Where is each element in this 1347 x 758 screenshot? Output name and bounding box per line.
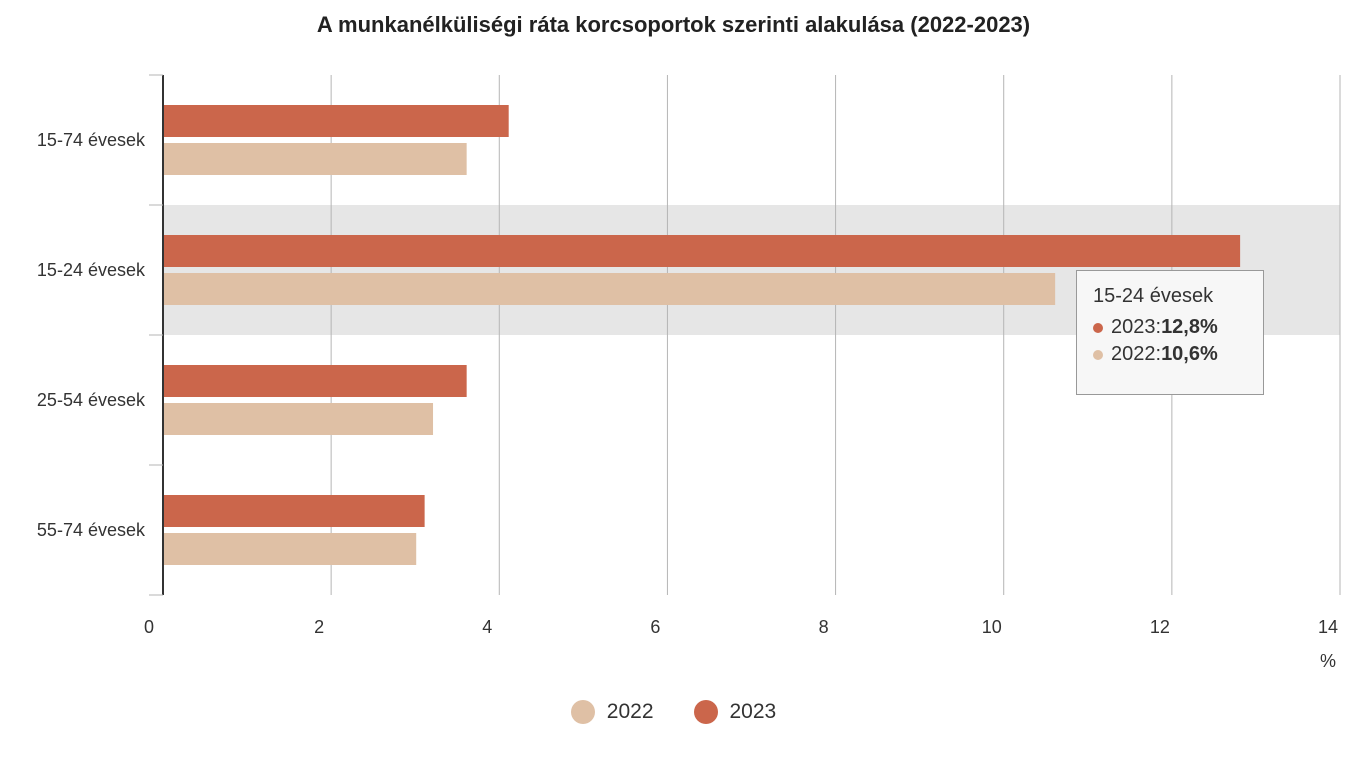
tooltip-sep-2023: : [1155, 316, 1162, 338]
bar-2023-4[interactable] [164, 495, 425, 527]
tooltip: 15-24 évesek 2023: 12,8% 2022: 10,6% [1076, 270, 1264, 395]
bar-2022-2[interactable] [164, 273, 1056, 305]
y-category-label: 15-74 évesek [37, 130, 146, 150]
bar-2023-2[interactable] [164, 235, 1241, 267]
x-tick-label: 14 [1318, 617, 1338, 637]
tooltip-row-2023: 2023: 12,8% [1093, 316, 1247, 339]
tooltip-label-2022: 2022 [1111, 343, 1156, 365]
bar-2023-1[interactable] [164, 105, 509, 137]
tooltip-dot-2022 [1093, 349, 1103, 360]
tooltip-label-2023: 2023 [1111, 316, 1156, 338]
x-tick-label: 2 [314, 617, 324, 637]
x-tick-label: 8 [819, 617, 829, 637]
x-tick-label: 4 [482, 617, 492, 637]
legend-dot-2022 [570, 700, 595, 724]
bar-2023-3[interactable] [164, 365, 467, 397]
x-tick-label: 10 [982, 617, 1002, 637]
bar-2022-3[interactable] [164, 403, 434, 435]
legend-item-2022[interactable]: 2022 [570, 700, 654, 724]
legend-label-2023: 2023 [729, 700, 777, 723]
x-tick-label: 6 [650, 617, 660, 637]
y-category-label: 25-54 évesek [37, 390, 146, 410]
y-category-label: 55-74 évesek [37, 520, 146, 540]
tooltip-dot-2023 [1093, 322, 1103, 333]
legend-label-2022: 2022 [606, 700, 654, 723]
y-category-label: 15-24 évesek [37, 260, 146, 280]
legend-dot-2023 [693, 700, 718, 724]
bar-2022-4[interactable] [164, 533, 417, 565]
chart-title: A munkanélküliségi ráta korcsoportok sze… [316, 12, 1031, 37]
legend-item-2023[interactable]: 2023 [693, 700, 777, 724]
x-tick-label: 12 [1150, 617, 1170, 637]
bar-2022-1[interactable] [164, 143, 467, 175]
x-axis-unit-label: % [1320, 651, 1336, 671]
x-tick-label: 0 [144, 617, 154, 637]
tooltip-value-2022: 10,6% [1161, 343, 1218, 365]
legend: 2022 2023 [0, 700, 1347, 724]
tooltip-row-2022: 2022: 10,6% [1093, 343, 1247, 366]
tooltip-sep-2022: : [1155, 343, 1162, 365]
tooltip-title: 15-24 évesek [1093, 285, 1214, 307]
tooltip-value-2023: 12,8% [1161, 316, 1218, 338]
